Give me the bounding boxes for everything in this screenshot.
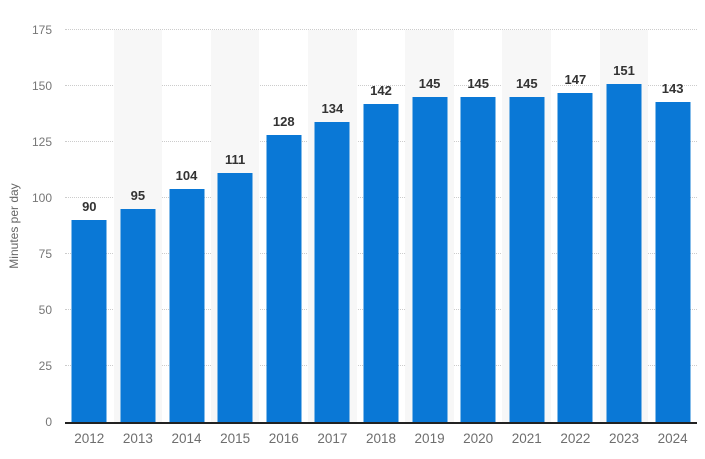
value-label-2022: 147: [564, 71, 587, 87]
column-2022: 147 2022: [551, 30, 600, 446]
gridline-175: [65, 29, 697, 30]
column-2019: 145 2019: [405, 30, 454, 446]
bar-2019[interactable]: [412, 97, 448, 422]
bar-2021[interactable]: [509, 97, 545, 422]
y-tick-label-75: 75: [38, 247, 52, 261]
plot-area: 90 2012 95 2013 104 2014 111 2015 128 2016 134 2017…: [65, 29, 697, 446]
value-label-2013: 95: [130, 188, 146, 204]
y-tick-label-100: 100: [31, 191, 52, 205]
x-tick-label-2016: 2016: [268, 431, 299, 446]
y-tick-label-125: 125: [31, 135, 52, 149]
bar-2018[interactable]: [363, 103, 399, 422]
value-label-2021: 145: [515, 76, 538, 92]
x-tick-label-2014: 2014: [171, 431, 202, 446]
column-2017: 134 2017: [308, 30, 357, 446]
x-tick-label-2021: 2021: [511, 431, 542, 446]
value-label-2018: 142: [370, 82, 392, 98]
x-tick-label-2024: 2024: [657, 431, 688, 446]
x-tick-label-2023: 2023: [608, 431, 640, 446]
value-label-2024: 143: [661, 80, 684, 96]
x-tick-label-2017: 2017: [317, 431, 348, 446]
bar-2012[interactable]: [71, 220, 107, 422]
value-label-2017: 134: [321, 100, 344, 116]
value-label-2016: 128: [272, 114, 295, 130]
bar-2015[interactable]: [217, 173, 253, 422]
bar-2024[interactable]: [655, 101, 691, 422]
column-2023: 151 2023: [599, 30, 649, 446]
column-2018: 142 2018: [357, 30, 406, 446]
bar-2013[interactable]: [120, 209, 156, 422]
value-label-2015: 111: [225, 152, 246, 168]
value-label-2014: 104: [175, 168, 198, 184]
column-2012: 90 2012: [65, 30, 114, 446]
x-tick-label-2015: 2015: [220, 431, 251, 446]
y-tick-label-50: 50: [38, 303, 52, 317]
y-tick-label-0: 0: [45, 415, 52, 429]
column-2013: 95 2013: [113, 30, 163, 446]
value-label-2023: 151: [613, 62, 635, 78]
column-2021: 145 2021: [502, 30, 552, 446]
column-2015: 111 2015: [210, 30, 260, 446]
bar-2017[interactable]: [314, 121, 350, 422]
bar-2022[interactable]: [557, 92, 593, 422]
x-tick-label-2012: 2012: [74, 431, 105, 446]
bar-2020[interactable]: [460, 97, 496, 422]
value-label-2012: 90: [82, 199, 97, 215]
column-2014: 104 2014: [162, 30, 211, 446]
x-tick-label-2022: 2022: [560, 431, 591, 446]
x-tick-label-2018: 2018: [365, 431, 396, 446]
y-tick-label-25: 25: [38, 359, 52, 373]
bar-2023[interactable]: [606, 83, 642, 422]
y-tick-label-175: 175: [31, 23, 52, 37]
bar-2016[interactable]: [266, 135, 302, 422]
value-label-2020: 145: [467, 76, 490, 92]
column-2020: 145 2020: [454, 30, 503, 446]
bar-2014[interactable]: [169, 189, 205, 422]
column-2016: 128 2016: [259, 30, 308, 446]
x-tick-label-2019: 2019: [414, 431, 445, 446]
gridline-150: [65, 85, 697, 86]
x-tick-label-2013: 2013: [122, 431, 153, 446]
x-tick-label-2020: 2020: [463, 431, 494, 446]
value-label-2019: 145: [418, 76, 441, 92]
y-tick-label-150: 150: [31, 79, 52, 93]
column-2024: 143 2024: [648, 30, 697, 446]
